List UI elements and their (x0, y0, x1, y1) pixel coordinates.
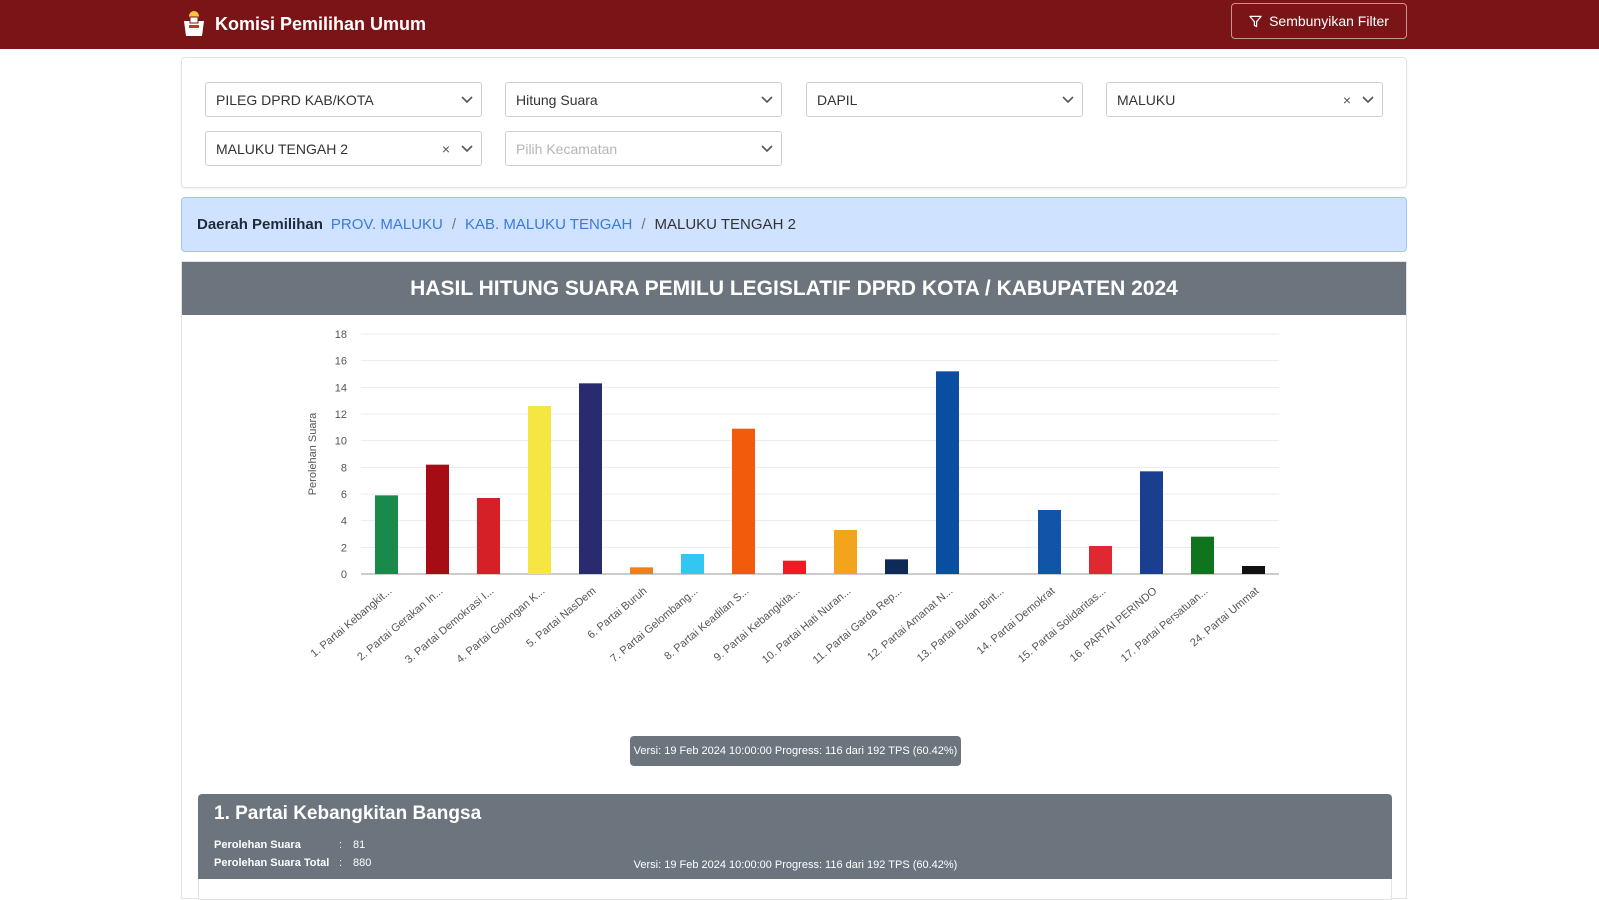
brand[interactable]: Komisi Pemilihan Umum (181, 8, 426, 40)
bar (885, 559, 908, 574)
y-tick-label: 4 (341, 516, 347, 528)
party-card-body (198, 879, 1392, 900)
clear-icon[interactable]: × (1342, 91, 1352, 108)
y-tick-label: 14 (335, 382, 347, 394)
bar (834, 530, 857, 574)
bar (1038, 510, 1061, 574)
y-tick-label: 16 (335, 356, 347, 368)
breadcrumb-separator: / (451, 216, 457, 233)
bar (1089, 546, 1112, 574)
stat-row-total-votes: Perolehan Suara Total : 880 (214, 854, 371, 872)
x-tick-label: 10. Partai Hati Nuran... (760, 585, 853, 666)
bar (528, 406, 551, 574)
count-type-value: Hitung Suara (516, 91, 598, 108)
kpu-logo-icon (184, 11, 204, 36)
bar (630, 567, 653, 574)
x-tick-label: 2. Partai Gerakan In... (355, 585, 445, 663)
bar (681, 554, 704, 574)
party-name: 1. Partai Kebangkitan Bangsa (214, 803, 482, 824)
kecamatan-placeholder: Pilih Kecamatan (516, 140, 618, 157)
election-type-select[interactable]: PILEG DPRD KAB/KOTA (205, 82, 482, 117)
y-tick-label: 10 (335, 436, 347, 448)
breadcrumb-regency-link[interactable]: KAB. MALUKU TENGAH (465, 216, 633, 233)
chevron-down-icon (1054, 83, 1082, 116)
bar (579, 383, 602, 574)
bar (375, 495, 398, 574)
filter-panel: PILEG DPRD KAB/KOTA Hitung Suara DAPIL M… (181, 57, 1407, 188)
chevron-down-icon (1354, 83, 1382, 116)
bar (1242, 566, 1265, 574)
stat-label: Perolehan Suara Total (214, 857, 330, 869)
y-tick-label: 12 (335, 409, 347, 421)
province-value: MALUKU (1117, 91, 1176, 108)
stat-value: 81 (353, 839, 366, 851)
hide-filter-label: Sembunyikan Filter (1269, 13, 1389, 29)
party-version-badge: Versi: 19 Feb 2024 10:00:00 Progress: 11… (630, 854, 961, 876)
filter-icon (1249, 15, 1262, 27)
bar (1191, 536, 1214, 574)
breadcrumb-title: Daerah Pemilihan (197, 216, 323, 233)
stat-colon: : (339, 857, 343, 869)
dapil-value: MALUKU TENGAH 2 (216, 140, 348, 157)
x-tick-label: 11. Partai Garda Rep... (811, 585, 905, 666)
x-tick-label: 16. PARTAI PERINDO (1068, 585, 1160, 665)
chevron-down-icon (453, 83, 481, 116)
party-stats: Perolehan Suara : 81 Perolehan Suara Tot… (214, 836, 371, 872)
x-tick-label: 17. Partai Persatuan... (1119, 585, 1211, 665)
x-tick-label: 7. Partai Gelombang... (608, 585, 700, 665)
stat-row-votes: Perolehan Suara : 81 (214, 836, 371, 854)
bar (426, 464, 449, 574)
y-tick-label: 6 (341, 489, 347, 501)
x-tick-label: 4. Partai Golongan K... (454, 585, 547, 666)
vote-bar-chart: 0 2 4 6 8 10 12 14 16 18 Perolehan Suara 1. Partai … (307, 329, 1279, 666)
breadcrumb-separator: / (641, 216, 646, 233)
app-title: Komisi Pemilihan Umum (215, 13, 427, 34)
election-type-value: PILEG DPRD KAB/KOTA (216, 91, 374, 108)
bar (783, 560, 806, 574)
bar (936, 371, 959, 574)
bar (477, 498, 500, 574)
chart-header: HASIL HITUNG SUARA PEMILU LEGISLATIF DPR… (182, 262, 1406, 315)
stat-value: 880 (353, 857, 372, 869)
breadcrumb: Daerah Pemilihan PROV. MALUKU / KAB. MAL… (181, 197, 1407, 252)
province-select[interactable]: MALUKU × (1106, 82, 1383, 117)
x-tick-label: 3. Partai Demokrasi I... (403, 585, 496, 666)
hide-filter-button[interactable]: Sembunyikan Filter (1231, 3, 1407, 39)
y-tick-label: 0 (341, 569, 347, 581)
x-tick-label: 1. Partai Kebangkit... (308, 585, 394, 660)
result-chart-card: HASIL HITUNG SUARA PEMILU LEGISLATIF DPR… (181, 261, 1407, 900)
y-axis-label: Perolehan Suara (307, 412, 319, 495)
x-tick-label: 9. Partai Kebangkita... (712, 585, 803, 664)
x-tick-label: 8. Partai Keadilan S... (662, 585, 751, 663)
kecamatan-select[interactable]: Pilih Kecamatan (505, 131, 782, 166)
stat-colon: : (339, 839, 343, 851)
region-level-select[interactable]: DAPIL (806, 82, 1083, 117)
clear-icon[interactable]: × (441, 140, 451, 157)
bar (1140, 471, 1163, 574)
breadcrumb-province-link[interactable]: PROV. MALUKU (330, 216, 443, 233)
stat-label: Perolehan Suara (214, 839, 301, 851)
bar (732, 428, 755, 574)
y-tick-label: 2 (341, 542, 347, 554)
top-navbar: Komisi Pemilihan Umum Sembunyikan Filter (0, 0, 1599, 49)
region-level-value: DAPIL (817, 91, 858, 108)
chevron-down-icon (453, 132, 481, 165)
version-badge: Versi: 19 Feb 2024 10:00:00 Progress: 11… (630, 736, 961, 766)
party-card: 1. Partai Kebangkitan Bangsa Perolehan S… (198, 794, 1392, 879)
y-tick-label: 18 (335, 329, 347, 341)
breadcrumb-current: MALUKU TENGAH 2 (654, 216, 796, 233)
chevron-down-icon (753, 132, 781, 165)
x-tick-label: 12. Partai Amanat N... (865, 585, 955, 663)
dapil-select[interactable]: MALUKU TENGAH 2 × (205, 131, 482, 166)
x-tick-label: 13. Partai Bulan Bint... (915, 585, 1007, 665)
x-tick-label: 15. Partai Solidaritas... (1016, 585, 1108, 665)
chevron-down-icon (753, 83, 781, 116)
count-type-select[interactable]: Hitung Suara (505, 82, 782, 117)
y-tick-label: 8 (341, 462, 347, 474)
